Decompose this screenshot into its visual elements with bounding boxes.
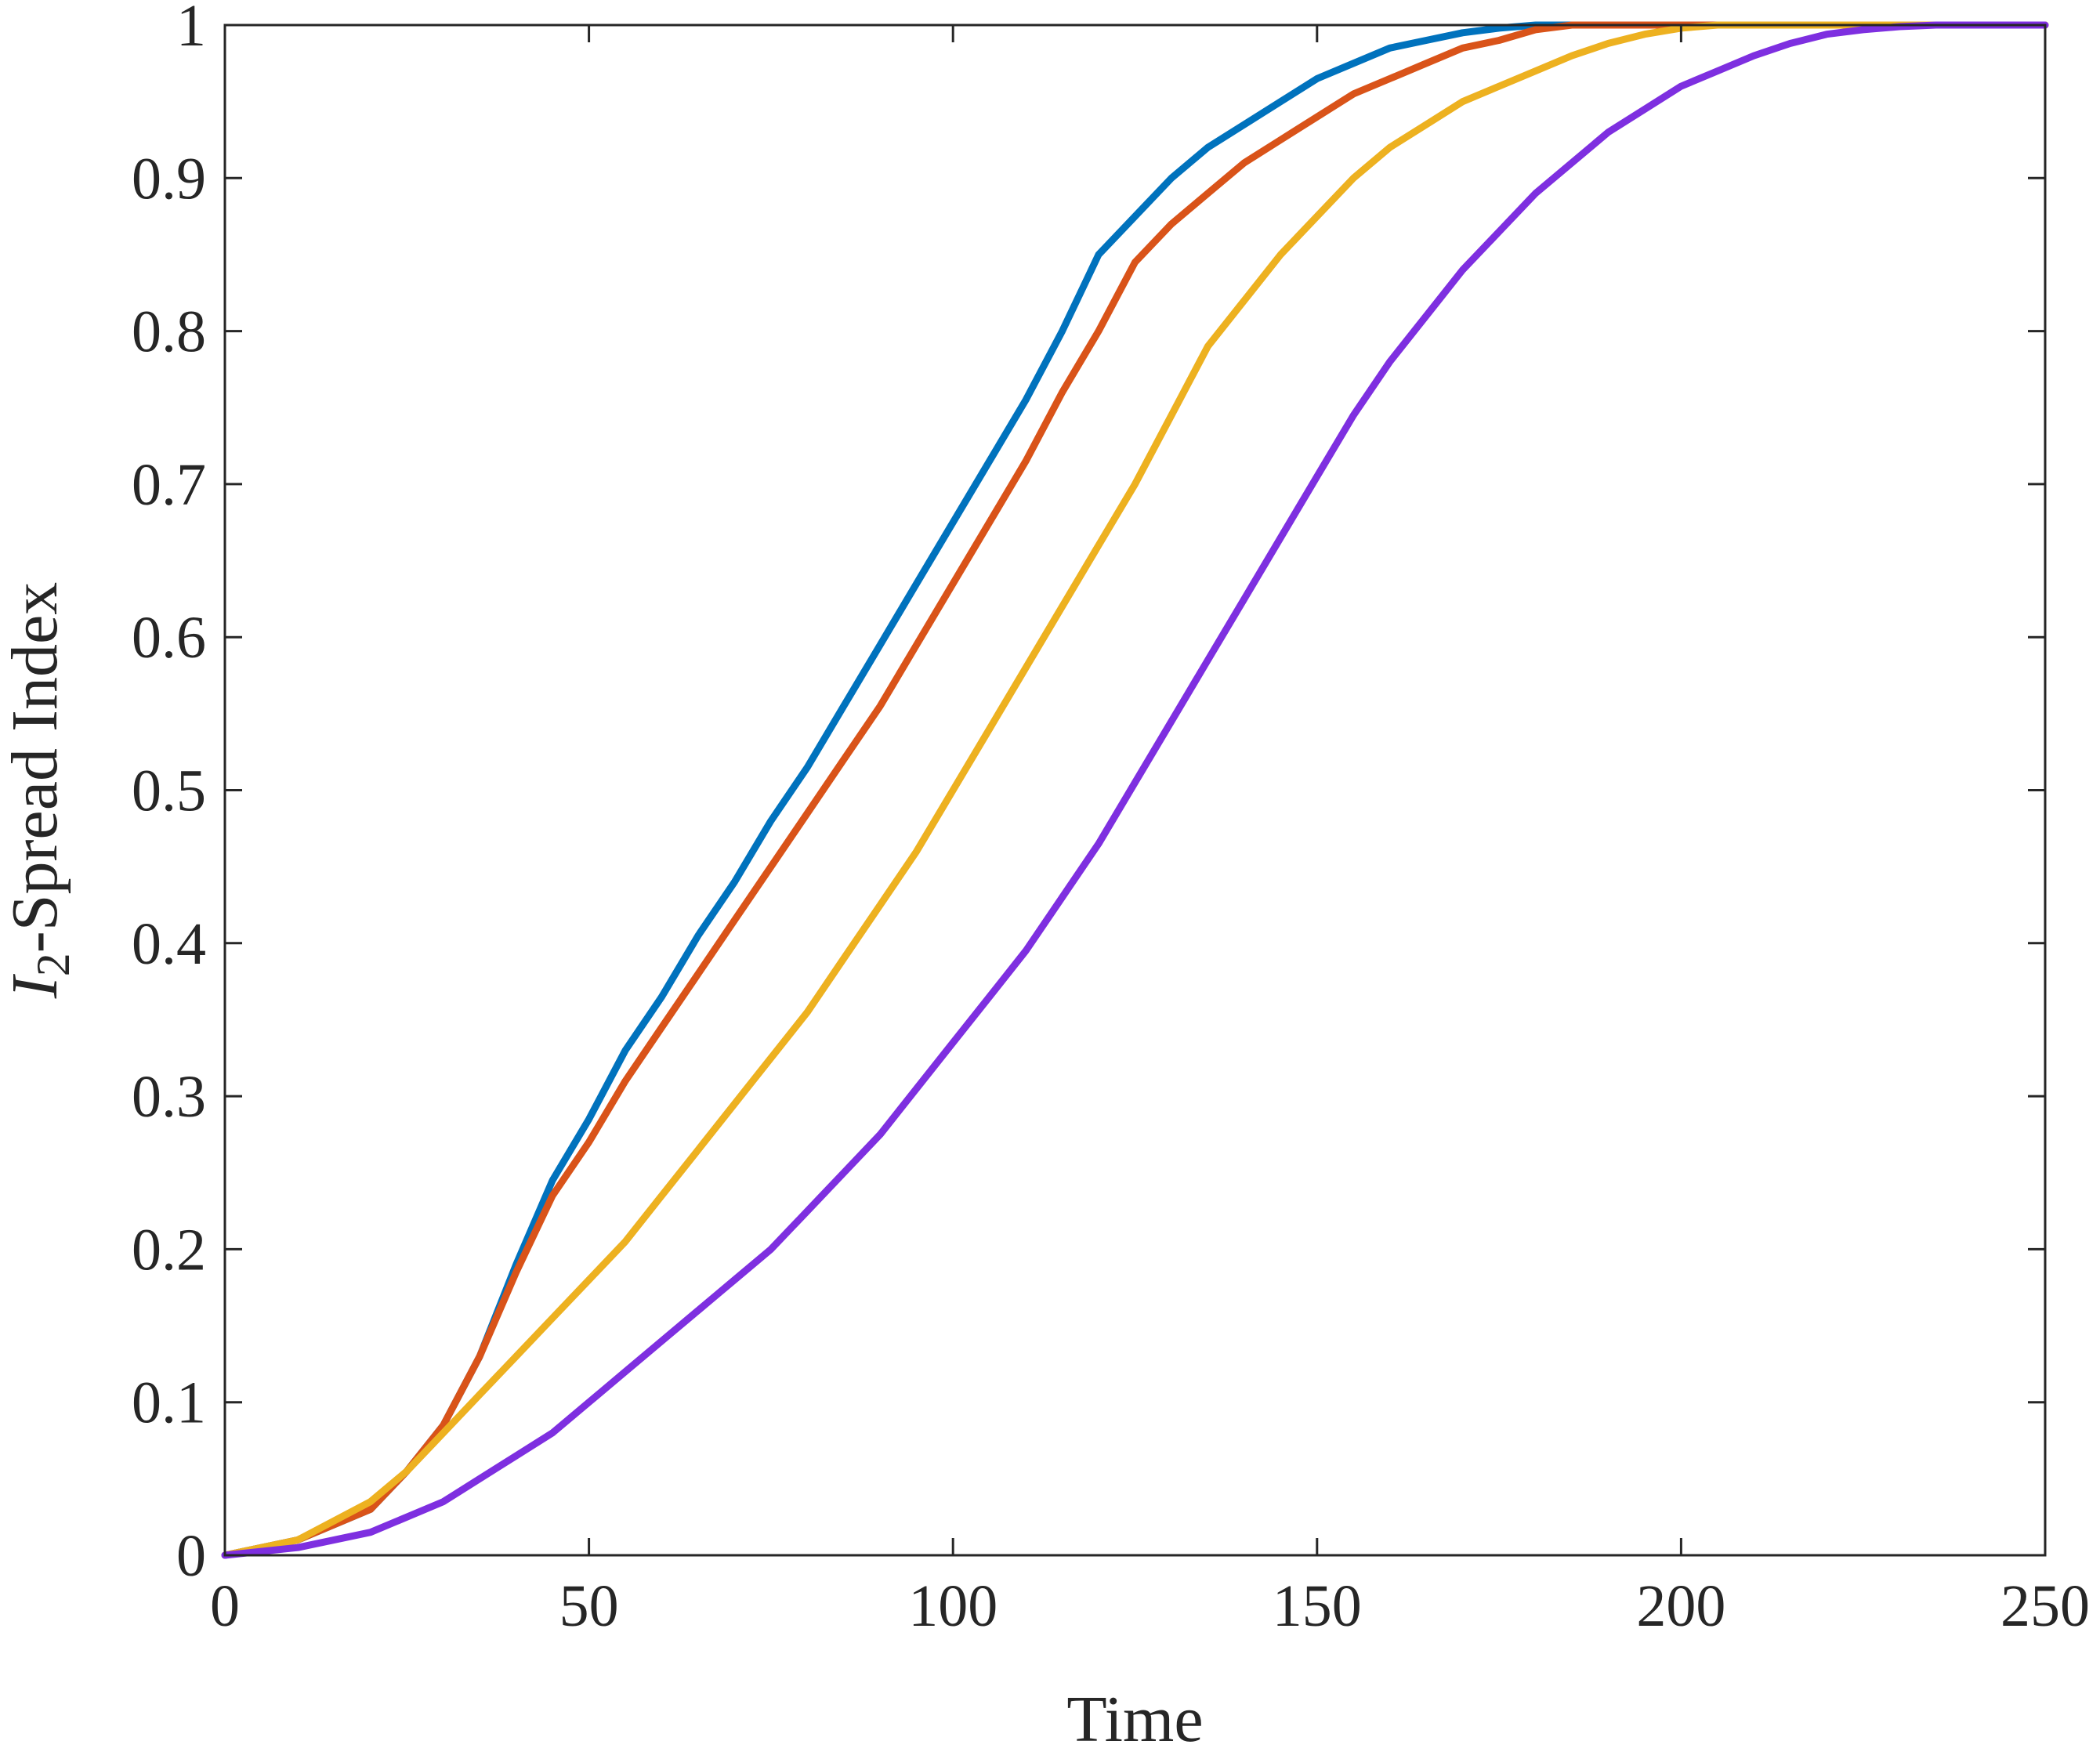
y-tick-label: 0.8 bbox=[132, 299, 206, 365]
y-tick-label: 0.1 bbox=[132, 1370, 206, 1436]
y-axis-title-variable: I bbox=[0, 973, 71, 999]
x-tick-label: 150 bbox=[1273, 1573, 1362, 1639]
y-tick-label: 0.2 bbox=[132, 1217, 206, 1283]
axis-tick-labels: 0 50 100 150 200 250 0 0.1 0.2 0.3 0.4 0.5 0.6 0.7 0.8… bbox=[132, 0, 2090, 1639]
series-line-1 bbox=[221, 21, 2049, 1559]
y-axis-title-subscript: 2 bbox=[27, 953, 79, 976]
y-tick-label: 0.7 bbox=[132, 452, 206, 518]
x-tick-label: 0 bbox=[210, 1573, 240, 1639]
series-line-3 bbox=[221, 21, 2049, 1559]
axis-ticks bbox=[223, 24, 2047, 1557]
y-tick-label: 0.9 bbox=[132, 146, 206, 212]
y-tick-label: 0 bbox=[176, 1523, 206, 1589]
x-tick-label: 250 bbox=[2000, 1573, 2090, 1639]
y-tick-label: 0.3 bbox=[132, 1064, 206, 1130]
y-tick-label: 0.5 bbox=[132, 758, 206, 824]
x-tick-label: 100 bbox=[908, 1573, 998, 1639]
plot-area-frame bbox=[223, 24, 2047, 1557]
series-lines bbox=[221, 21, 2049, 1559]
x-tick-label: 50 bbox=[559, 1573, 619, 1639]
y-tick-label: 0.6 bbox=[132, 605, 206, 671]
x-axis-title: Time bbox=[1066, 1683, 1203, 1748]
y-axis-title: I2-Spread Index bbox=[0, 582, 79, 999]
y-tick-label: 0.4 bbox=[132, 911, 206, 977]
series-line-2 bbox=[221, 21, 2049, 1559]
y-tick-label: 1 bbox=[176, 0, 206, 59]
y-axis-title-suffix: -Spread Index bbox=[0, 582, 71, 953]
series-line-4 bbox=[221, 21, 2049, 1559]
x-tick-label: 200 bbox=[1636, 1573, 1725, 1639]
